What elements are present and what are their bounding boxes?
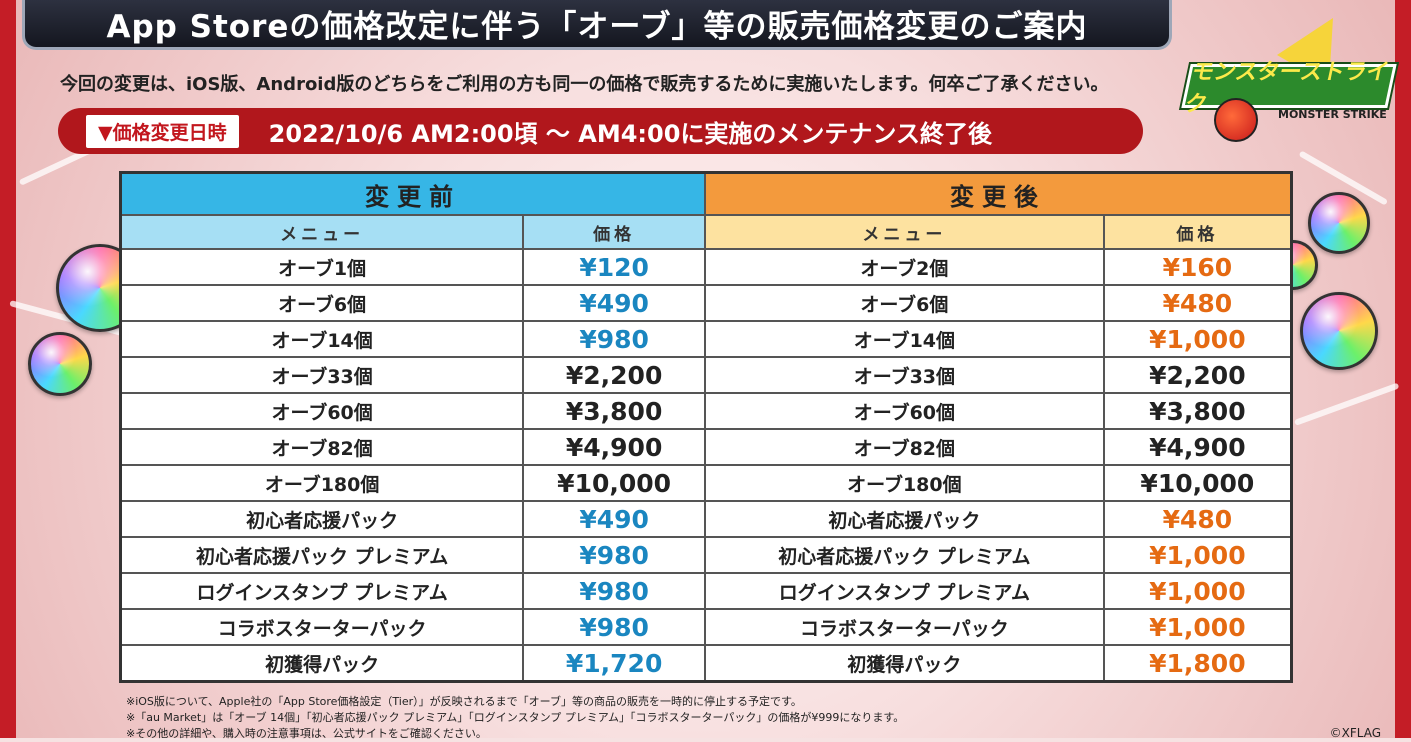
before-price-cell: ¥490 bbox=[522, 500, 706, 538]
after-menu-cell: オーブ2個 bbox=[704, 248, 1105, 286]
before-menu-cell: オーブ1個 bbox=[119, 248, 525, 286]
after-menu-cell: オーブ82個 bbox=[704, 428, 1105, 466]
before-price-cell: ¥980 bbox=[522, 536, 706, 574]
before-price-cell: ¥980 bbox=[522, 320, 706, 358]
note-line: ※「au Market」は「オーブ 14個」「初心者応援パック プレミアム」「ロ… bbox=[126, 711, 905, 724]
after-price-cell: ¥3,800 bbox=[1102, 392, 1293, 430]
table-row: オーブ33個 ¥2,200 オーブ33個 ¥2,200 bbox=[119, 356, 1293, 394]
after-menu-cell: コラボスターターパック bbox=[704, 608, 1105, 646]
after-price-cell: ¥1,000 bbox=[1102, 608, 1293, 646]
table-row: オーブ1個 ¥120 オーブ2個 ¥160 bbox=[119, 248, 1293, 286]
after-menu-cell: オーブ180個 bbox=[704, 464, 1105, 502]
before-menu-cell: 初心者応援パック bbox=[119, 500, 525, 538]
table-row: 初心者応援パック ¥490 初心者応援パック ¥480 bbox=[119, 500, 1293, 538]
before-price-cell: ¥120 bbox=[522, 248, 706, 286]
after-menu-cell: オーブ6個 bbox=[704, 284, 1105, 322]
table-row: オーブ60個 ¥3,800 オーブ60個 ¥3,800 bbox=[119, 392, 1293, 430]
before-price-cell: ¥2,200 bbox=[522, 356, 706, 394]
after-header: 変更後 bbox=[704, 171, 1293, 216]
before-price-cell: ¥1,720 bbox=[522, 644, 706, 683]
table-row: オーブ6個 ¥490 オーブ6個 ¥480 bbox=[119, 284, 1293, 322]
before-menu-cell: オーブ33個 bbox=[119, 356, 525, 394]
before-menu-cell: オーブ14個 bbox=[119, 320, 525, 358]
logo-subtext: MONSTER STRIKE bbox=[1278, 108, 1387, 121]
after-price-cell: ¥480 bbox=[1102, 500, 1293, 538]
after-menu-cell: 初心者応援パック bbox=[704, 500, 1105, 538]
after-price-cell: ¥1,000 bbox=[1102, 536, 1293, 574]
table-row: コラボスターターパック ¥980 コラボスターターパック ¥1,000 bbox=[119, 608, 1293, 646]
after-price-cell: ¥480 bbox=[1102, 284, 1293, 322]
before-menu-cell: オーブ180個 bbox=[119, 464, 525, 502]
before-menu-header: メニュー bbox=[119, 214, 525, 250]
before-menu-cell: コラボスターターパック bbox=[119, 608, 525, 646]
after-price-header: 価格 bbox=[1102, 214, 1293, 250]
after-price-cell: ¥10,000 bbox=[1102, 464, 1293, 502]
page-title: App Storeの価格改定に伴う「オーブ」等の販売価格変更のご案内 bbox=[22, 0, 1172, 50]
before-header: 変更前 bbox=[119, 171, 706, 216]
before-price-cell: ¥10,000 bbox=[522, 464, 706, 502]
before-price-cell: ¥4,900 bbox=[522, 428, 706, 466]
before-price-cell: ¥490 bbox=[522, 284, 706, 322]
copyright: ©XFLAG bbox=[1329, 726, 1381, 740]
mascot-icon bbox=[1214, 98, 1258, 142]
after-price-cell: ¥1,000 bbox=[1102, 320, 1293, 358]
date-label: ▼価格変更日時 bbox=[86, 114, 239, 148]
table-row: ログインスタンプ プレミアム ¥980 ログインスタンプ プレミアム ¥1,000 bbox=[119, 572, 1293, 610]
before-menu-cell: ログインスタンプ プレミアム bbox=[119, 572, 525, 610]
before-price-cell: ¥980 bbox=[522, 608, 706, 646]
game-logo: モンスターストライク MONSTER STRIKE bbox=[1178, 3, 1397, 144]
before-menu-cell: オーブ82個 bbox=[119, 428, 525, 466]
orb-icon bbox=[28, 332, 92, 396]
table-row: 初獲得パック ¥1,720 初獲得パック ¥1,800 bbox=[119, 644, 1293, 683]
before-menu-cell: 初獲得パック bbox=[119, 644, 525, 683]
frame-left bbox=[0, 0, 16, 738]
before-menu-cell: 初心者応援パック プレミアム bbox=[119, 536, 525, 574]
orb-icon bbox=[1300, 292, 1378, 370]
after-price-cell: ¥1,800 bbox=[1102, 644, 1293, 683]
after-menu-header: メニュー bbox=[704, 214, 1105, 250]
logo-text: モンスターストライク bbox=[1181, 60, 1397, 117]
after-price-cell: ¥160 bbox=[1102, 248, 1293, 286]
notes: ※iOS版について、Apple社の「App Store価格設定（Tier）」が反… bbox=[126, 694, 1126, 742]
after-menu-cell: オーブ14個 bbox=[704, 320, 1105, 358]
before-price-header: 価格 bbox=[522, 214, 706, 250]
note-line: ※iOS版について、Apple社の「App Store価格設定（Tier）」が反… bbox=[126, 695, 802, 708]
before-price-cell: ¥980 bbox=[522, 572, 706, 610]
after-price-cell: ¥1,000 bbox=[1102, 572, 1293, 610]
orb-icon bbox=[1308, 192, 1370, 254]
before-price-cell: ¥3,800 bbox=[522, 392, 706, 430]
before-menu-cell: オーブ6個 bbox=[119, 284, 525, 322]
after-menu-cell: 初心者応援パック プレミアム bbox=[704, 536, 1105, 574]
after-menu-cell: 初獲得パック bbox=[704, 644, 1105, 683]
date-text: 2022/10/6 AM2:00頃 〜 AM4:00に実施のメンテナンス終了後 bbox=[268, 119, 992, 148]
before-menu-cell: オーブ60個 bbox=[119, 392, 525, 430]
table-row: オーブ180個 ¥10,000 オーブ180個 ¥10,000 bbox=[119, 464, 1293, 502]
frame-right bbox=[1395, 0, 1411, 738]
after-menu-cell: オーブ60個 bbox=[704, 392, 1105, 430]
after-price-cell: ¥2,200 bbox=[1102, 356, 1293, 394]
date-bar: ▼価格変更日時 2022/10/6 AM2:00頃 〜 AM4:00に実施のメン… bbox=[58, 108, 1143, 154]
note-line: ※その他の詳細や、購入時の注意事項は、公式サイトをご確認ください。 bbox=[126, 727, 487, 740]
intro-text: 今回の変更は、iOS版、Android版のどちらをご利用の方も同一の価格で販売す… bbox=[60, 74, 1109, 95]
price-table: 変更前 変更後 メニュー 価格 メニュー 価格 オーブ1個 ¥120 オーブ2個 ¥1… bbox=[119, 171, 1293, 683]
after-menu-cell: ログインスタンプ プレミアム bbox=[704, 572, 1105, 610]
after-menu-cell: オーブ33個 bbox=[704, 356, 1105, 394]
after-price-cell: ¥4,900 bbox=[1102, 428, 1293, 466]
table-row: オーブ14個 ¥980 オーブ14個 ¥1,000 bbox=[119, 320, 1293, 358]
table-row: オーブ82個 ¥4,900 オーブ82個 ¥4,900 bbox=[119, 428, 1293, 466]
table-row: 初心者応援パック プレミアム ¥980 初心者応援パック プレミアム ¥1,000 bbox=[119, 536, 1293, 574]
